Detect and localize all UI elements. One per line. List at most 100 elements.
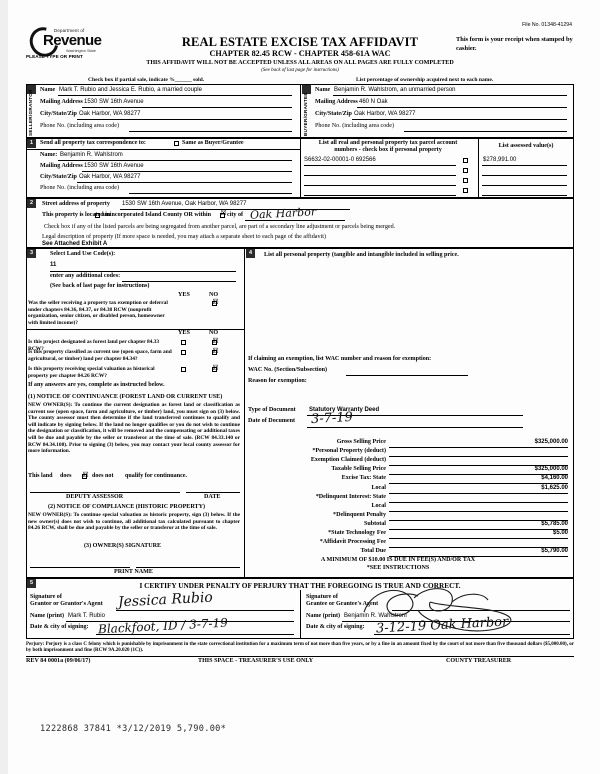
parcel-title-line2: numbers - check box if personal property	[334, 147, 442, 153]
qualify-does-not-checkbox[interactable]	[82, 474, 89, 479]
financial-row-12-value[interactable]: $5,790.00	[541, 548, 568, 555]
parcel-row-1-personal-checkbox[interactable]	[463, 168, 468, 173]
logo-revenue-text: Revenue	[43, 32, 102, 49]
land-use-code-rule	[50, 271, 236, 272]
owner-signature-rule-left	[30, 567, 130, 568]
financial-row-12-label: Total Due	[360, 548, 386, 555]
form-notice: THIS AFFIDAVIT WILL NOT BE ACCEPTED UNLE…	[146, 60, 454, 66]
parcel-row-0-assessed[interactable]: $278,991.00	[483, 157, 517, 163]
document-type-rule	[307, 415, 523, 416]
qualify-does-not-label: does not	[92, 473, 114, 479]
document-date-rule	[307, 427, 523, 428]
question-2-yes-checkbox[interactable]	[181, 367, 186, 372]
parcel-row-3-assessed-rule	[482, 195, 567, 196]
parcel-row-0-number[interactable]: S6632-02-00001-0 692566	[304, 157, 376, 163]
financial-row-9-value[interactable]: $5,785.00	[541, 520, 568, 527]
seller-exemption-no-checkbox[interactable]	[212, 301, 219, 306]
exempt-yes-header: YES	[178, 292, 190, 298]
seller-name-value[interactable]: Mark T. Rubio and Jessica E. Rubio, a ma…	[59, 87, 202, 93]
form-instructions-note: (See back of last page for instructions)	[261, 68, 339, 73]
buyer-csz-value[interactable]: Oak Harbor, WA 98277	[354, 111, 416, 117]
grantee-date-city-rule	[374, 634, 570, 635]
parcel-row-3-personal-checkbox[interactable]	[463, 188, 468, 193]
unincorporated-label: unincorporated Island County OR within	[103, 212, 212, 218]
grantor-date-city-rule	[96, 634, 294, 635]
land-use-see-back: (See back of last page for instructions)	[50, 283, 150, 289]
financial-row-3-rule	[389, 474, 568, 476]
buyer-name-value[interactable]: Benjamin R. Wahlstrom, an unmarried pers…	[334, 87, 456, 93]
financial-row-4-value[interactable]: $4,160.00	[541, 475, 568, 482]
file-number: File No. 01348-41294	[522, 22, 572, 28]
financial-row-10-value[interactable]: $5.00	[552, 530, 568, 536]
financial-row-11-label: *Affidavit Processing Fee	[319, 539, 386, 546]
buyer-mailing-value[interactable]: 460 N Oak	[359, 99, 388, 105]
questions-no-header: NO	[209, 330, 219, 336]
perjury-note: Perjury: Perjury is a class C felony whi…	[26, 642, 574, 653]
financial-row-5-label: Local	[371, 484, 386, 491]
treasurer-receipt-stamp: 1222868 37841 *3/12/2019 5,790.00*	[40, 724, 227, 734]
parcel-row-1-rule	[304, 175, 456, 176]
deputy-assessor-label: DEPUTY ASSESSOR	[66, 494, 124, 500]
question-1-no-checkbox[interactable]	[212, 350, 219, 355]
parcel-row-0-personal-checkbox[interactable]	[463, 158, 468, 163]
personal-property-section-number: 4	[246, 249, 255, 258]
question-2-no-checkbox[interactable]	[212, 367, 219, 372]
financial-row-10-label: *State Technology Fee	[328, 530, 386, 536]
correspondence-csz-value[interactable]: Oak Harbor, WA 98277	[79, 174, 141, 180]
seller-marker	[27, 85, 36, 94]
city-of-rule	[245, 220, 345, 221]
question-1-text: Is this property classified as current u…	[28, 349, 172, 362]
exemption-reason-label: Reason for exemption:	[248, 378, 307, 384]
financial-row-7-label: Local	[371, 502, 386, 509]
qualify-line-prefix: This land	[28, 473, 53, 479]
legal-description-value[interactable]: See Attached Exhibit A	[42, 241, 108, 247]
document-type-label: Type of Document	[248, 407, 296, 413]
grantee-signature-label-2: Grantee or Grantee's Agent	[306, 601, 379, 607]
financial-row-4-label: Excise Tax: State	[341, 475, 386, 482]
question-0-yes-checkbox[interactable]	[181, 340, 186, 345]
grantee-date-city-label: Date & city of signing:	[306, 624, 365, 630]
question-1-yes-checkbox[interactable]	[181, 350, 186, 355]
seller-csz-value[interactable]: Oak Harbor, WA 98277	[79, 111, 141, 117]
correspondence-phone-label: Phone No. (including area code)	[40, 185, 120, 191]
seller-mailing-value[interactable]: 1530 SW 16th Avenue	[84, 99, 144, 105]
same-as-buyer-checkbox[interactable]	[174, 140, 179, 146]
parties-divider	[300, 84, 301, 138]
parcel-row-0-assessed-rule	[482, 165, 567, 166]
unincorporated-checkbox[interactable]	[95, 212, 100, 218]
street-address-rule	[120, 209, 350, 210]
correspondence-title: Send all property tax correspondence to:	[40, 140, 146, 146]
buyer-mailing-rule	[357, 107, 567, 108]
rev-number: REV 84 0001a (09/06/17)	[26, 658, 91, 664]
correspondence-mailing-value[interactable]: 1530 SW 16th Avenue	[84, 163, 144, 169]
street-address-value[interactable]: 1530 SW 16th Avenue, Oak Harbor, WA 9827…	[122, 201, 247, 207]
form-subtitle: CHAPTER 82.45 RCW - CHAPTER 458-61A WAC	[209, 49, 391, 58]
document-type-value[interactable]: Statutory Warranty Deed	[309, 407, 380, 413]
financial-row-5-value[interactable]: $1,625.00	[541, 484, 568, 491]
correspondence-sep	[26, 149, 300, 150]
financial-row-3-value[interactable]: $325,000.00	[534, 466, 568, 473]
correspondence-name-label: Name:	[40, 152, 58, 158]
land-use-additional-label: enter any additional codes:	[50, 273, 121, 279]
continuance-heading: (1) NOTICE OF CONTINUANCE (FOREST LAND O…	[28, 394, 223, 400]
grantor-name-rule	[66, 621, 294, 622]
scan-edge-artifact	[0, 0, 8, 774]
financial-row-0-value[interactable]: $325,000.00	[534, 439, 568, 445]
compliance-heading: (2) NOTICE OF COMPLIANCE (HISTORIC PROPE…	[48, 504, 206, 510]
grantee-name-value[interactable]: Benjamin R. Wahlstrom	[344, 613, 407, 619]
parcel-row-2-personal-checkbox[interactable]	[463, 178, 468, 183]
question-0-no-checkbox[interactable]	[212, 340, 219, 345]
within-city-checkbox-checked[interactable]	[220, 212, 227, 218]
correspondence-name-value[interactable]: Benjamin R. Wahlstrom	[60, 152, 123, 158]
grantor-name-value[interactable]: Mark T. Rubio	[68, 613, 105, 619]
address-section-block	[26, 198, 574, 248]
financial-row-11-rule	[389, 547, 568, 549]
percentage-ownership-text: List percentage of ownership acquired ne…	[356, 77, 494, 83]
print-name-label: PRINT NAME	[114, 569, 153, 575]
financial-row-10-rule	[389, 538, 568, 539]
type-or-print-note: PLEASE TYPE OR PRINT	[26, 54, 83, 59]
seller-csz-label: City/State/Zip	[40, 111, 77, 117]
certify-heading: I CERTIFY UNDER PENALTY OF PERJURY THAT …	[139, 581, 461, 590]
land-use-code-value[interactable]: 11	[50, 262, 57, 268]
grantor-signature-label-1: Signature of	[30, 594, 62, 600]
